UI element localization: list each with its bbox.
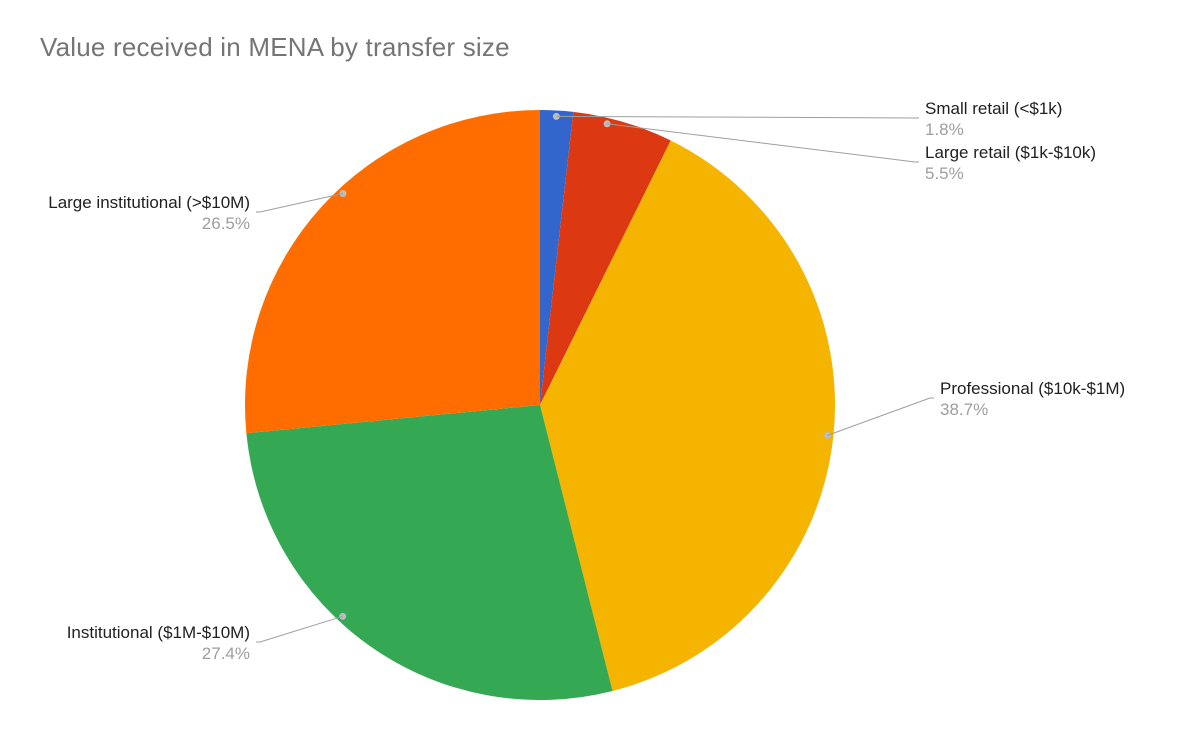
slice-label-pct: 38.7%	[940, 399, 1125, 420]
leader-line	[827, 398, 934, 435]
slice-label: Large retail ($1k-$10k)5.5%	[925, 142, 1096, 185]
slice-label-pct: 1.8%	[925, 119, 1062, 140]
slice-label: Small retail (<$1k)1.8%	[925, 98, 1062, 141]
slice-label-text: Institutional ($1M-$10M)	[67, 622, 250, 643]
slice-label-text: Small retail (<$1k)	[925, 98, 1062, 119]
slice-label-pct: 27.4%	[67, 643, 250, 664]
slice-label-text: Large institutional (>$10M)	[48, 192, 250, 213]
slice-label-pct: 5.5%	[925, 163, 1096, 184]
slice-label-text: Professional ($10k-$1M)	[940, 378, 1125, 399]
leader-line	[556, 116, 919, 118]
slice-label-text: Large retail ($1k-$10k)	[925, 142, 1096, 163]
slice-label-pct: 26.5%	[48, 213, 250, 234]
slice-label: Institutional ($1M-$10M)27.4%	[67, 622, 250, 665]
slice-label: Professional ($10k-$1M)38.7%	[940, 378, 1125, 421]
leader-line	[256, 616, 343, 642]
pie-slice	[245, 110, 540, 433]
slice-label: Large institutional (>$10M)26.5%	[48, 192, 250, 235]
